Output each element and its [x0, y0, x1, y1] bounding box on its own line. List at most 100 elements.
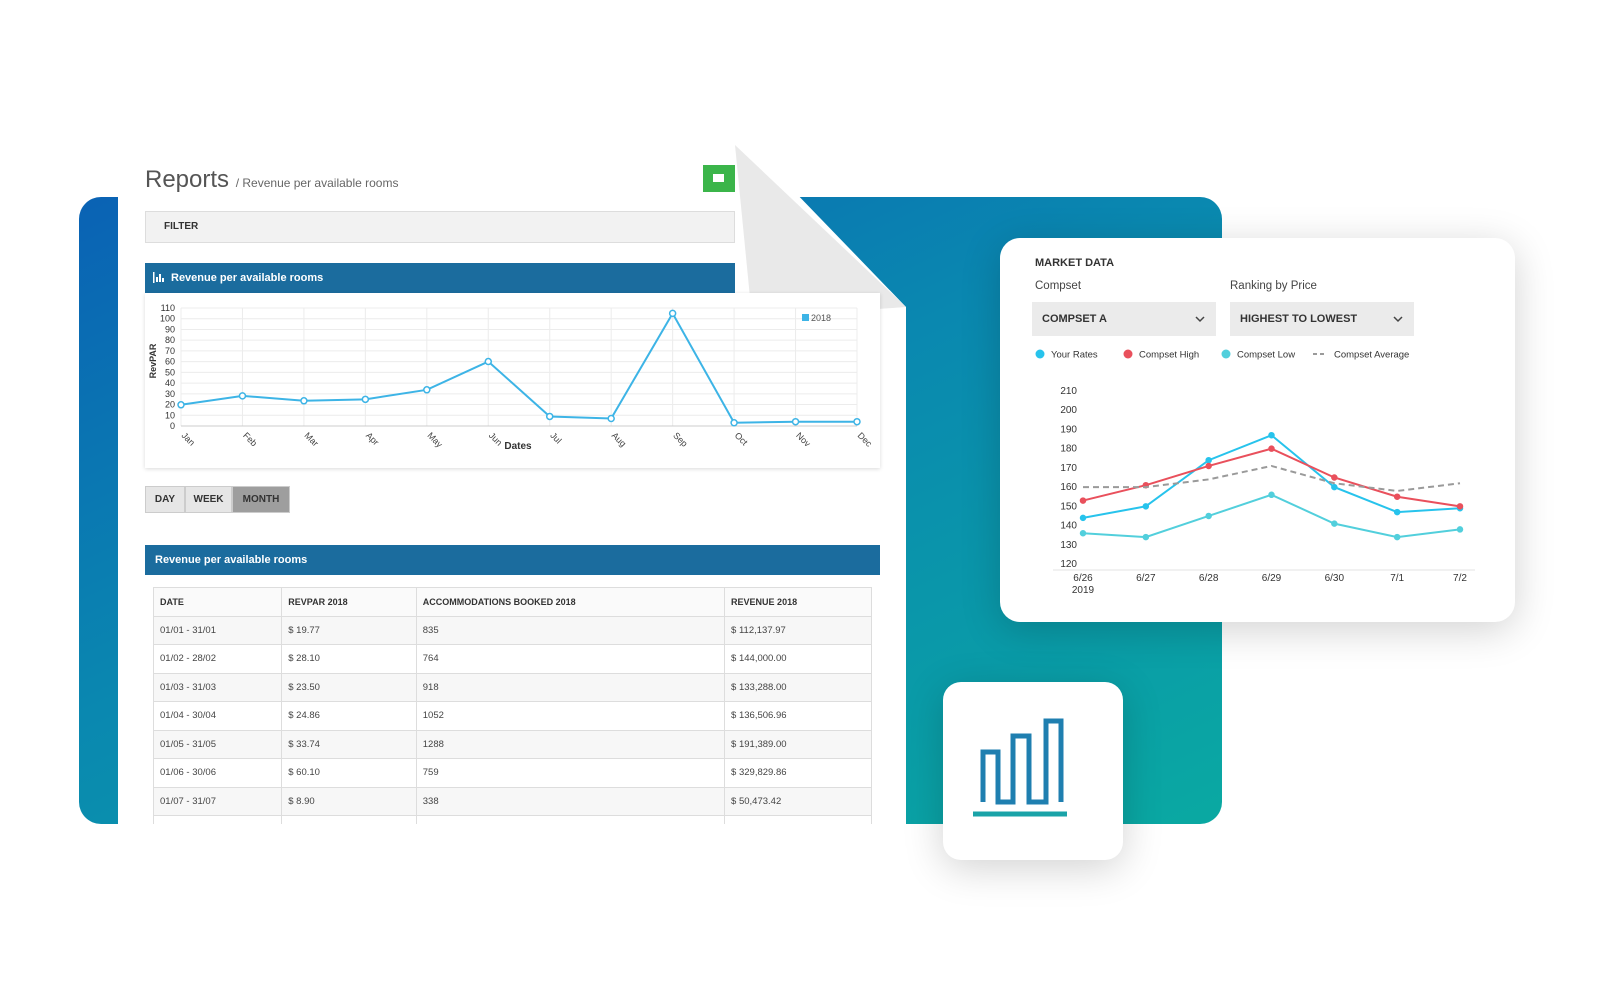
- x-tick-label: 7/1: [1390, 573, 1404, 584]
- period-button[interactable]: MONTH: [232, 486, 290, 513]
- table-cell: $ 112,137.97: [724, 615, 872, 645]
- x-tick-label: Feb: [241, 430, 259, 448]
- legend-swatch: [802, 314, 809, 321]
- data-point: [1331, 520, 1338, 527]
- x-tick-label: Aug: [610, 430, 628, 448]
- compset-label: Compset: [1035, 280, 1082, 292]
- data-point: [423, 386, 431, 394]
- x-tick-label: 7/2: [1453, 573, 1467, 584]
- data-point: [1393, 493, 1401, 500]
- data-point: [1205, 512, 1212, 520]
- table-cell: 01/01 - 31/01: [152, 615, 283, 645]
- compset-select[interactable]: COMPSET A: [1032, 302, 1216, 336]
- x-tick-label: Sep: [671, 430, 689, 448]
- x-tick-label: May: [425, 430, 444, 449]
- x-tick-label: Jul: [548, 430, 563, 445]
- legend-swatch: [1221, 349, 1231, 359]
- data-point: [853, 417, 861, 426]
- data-point: [607, 414, 615, 423]
- y-tick-label: 40: [165, 378, 175, 388]
- x-tick-label: Oct: [733, 430, 750, 447]
- y-tick-label: 190: [1060, 424, 1077, 435]
- table-cell: 01/03 - 31/03: [152, 672, 283, 702]
- data-point: [1268, 445, 1275, 452]
- table-cell: 1288: [415, 729, 726, 759]
- y-tick-label: 70: [165, 346, 175, 356]
- legend-label: Compset Low: [1237, 350, 1295, 361]
- y-tick-label: 60: [165, 357, 175, 367]
- table-panel: DATE REVPAR 2018 ACCOMMODATIONS BOOKED 201…: [145, 575, 880, 824]
- table-cell: [281, 815, 417, 824]
- column-header: DATE: [152, 587, 283, 617]
- chart-title: Revenue per available rooms: [171, 272, 324, 284]
- ranking-select[interactable]: HIGHEST TO LOWEST: [1230, 302, 1414, 336]
- x-tick-label: Nov: [794, 430, 813, 449]
- series-line: [180, 311, 857, 424]
- table-cell: 01/06 - 30/06: [152, 758, 283, 788]
- revpar-table: DATE REVPAR 2018 ACCOMMODATIONS BOOKED 201…: [152, 587, 872, 824]
- table-cell: 918: [415, 672, 726, 702]
- market-chart: 120 130 140 150 160 170 180 190 200 210 6/26 6/27 6/…: [1035, 349, 1475, 596]
- table-row: 01/07 - 31/07 $ 8.90 338 $ 50,473.42: [152, 786, 872, 816]
- legend-swatch: [1035, 349, 1045, 359]
- table-cell: $ 8.90: [281, 786, 417, 816]
- chevron: [1393, 316, 1403, 323]
- table-row: 01/04 - 30/04 $ 24.86 1052 $ 136,506.96: [152, 701, 872, 731]
- page-fold: [735, 145, 906, 318]
- y-tick-label: 20: [165, 400, 175, 410]
- y-tick-label: 210: [1060, 386, 1077, 397]
- y-tick-label: 90: [165, 324, 175, 334]
- x-tick-label: 6/26: [1073, 573, 1093, 584]
- legend-swatch: [1123, 349, 1133, 359]
- data-point: [668, 309, 677, 318]
- data-point: [300, 397, 308, 405]
- x-tick-label: 6/29: [1262, 573, 1282, 584]
- x-tick-label: 6/28: [1199, 573, 1219, 584]
- x-tick-label: Jan: [180, 430, 197, 447]
- table-cell: $ 133,288.00: [724, 672, 872, 702]
- y-tick-label: 110: [161, 303, 175, 313]
- table-row: 01/01 - 31/01 $ 19.77 835 $ 112,137.97: [152, 615, 872, 645]
- data-point: [361, 395, 370, 404]
- data-point: [1456, 526, 1464, 533]
- data-point: [1331, 483, 1338, 491]
- header-row: DATE REVPAR 2018 ACCOMMODATIONS BOOKED 201…: [152, 587, 872, 617]
- data-point: [1079, 497, 1087, 504]
- data-point: [1268, 431, 1275, 439]
- table-cell: 759: [415, 758, 726, 788]
- table-cell: 01/04 - 30/04: [152, 701, 283, 731]
- table-row: [152, 815, 872, 824]
- table-cell: 764: [415, 644, 726, 674]
- filter-bar[interactable]: FILTER: [145, 211, 735, 243]
- y-tick-label: 170: [1060, 463, 1077, 474]
- table-cell: $ 136,506.96: [724, 701, 872, 731]
- table-row: 01/03 - 31/03 $ 23.50 918 $ 133,288.00: [152, 672, 872, 702]
- data-point: [177, 401, 185, 409]
- subtitle: / Revenue per available rooms: [235, 176, 399, 190]
- filter-label: FILTER: [164, 221, 199, 232]
- table-cell: [152, 815, 283, 824]
- table-cell: $ 50,473.42: [724, 786, 872, 816]
- report-title: Reports / Revenue per available rooms: [145, 166, 398, 194]
- table-cell: 01/07 - 31/07: [152, 786, 283, 816]
- y-tick-label: 160: [1060, 482, 1077, 493]
- y-tick-label: 100: [160, 314, 175, 324]
- period-button[interactable]: WEEK: [185, 486, 232, 513]
- x-tick-label: 6/27: [1136, 573, 1156, 584]
- x-year-label: 2019: [1072, 585, 1095, 596]
- data-point: [1456, 503, 1464, 510]
- bar-icon: [973, 718, 1067, 817]
- table-row: 01/02 - 28/02 $ 28.10 764 $ 144,000.00: [152, 644, 872, 674]
- y-axis-title: RevPAR: [148, 343, 158, 378]
- chart-header: Revenue per available rooms: [145, 263, 735, 293]
- x-tick-label: Jun: [487, 430, 504, 447]
- market-card: MARKET DATA Compset Ranking by Price COM…: [1000, 238, 1515, 622]
- period-button[interactable]: DAY: [145, 486, 185, 513]
- email-icon: [713, 174, 724, 182]
- table-cell: 1052: [415, 701, 726, 731]
- data-point: [730, 419, 738, 427]
- table-cell: $ 329,829.86: [724, 758, 872, 788]
- y-tick-label: 180: [1060, 444, 1077, 455]
- data-point: [1079, 529, 1087, 537]
